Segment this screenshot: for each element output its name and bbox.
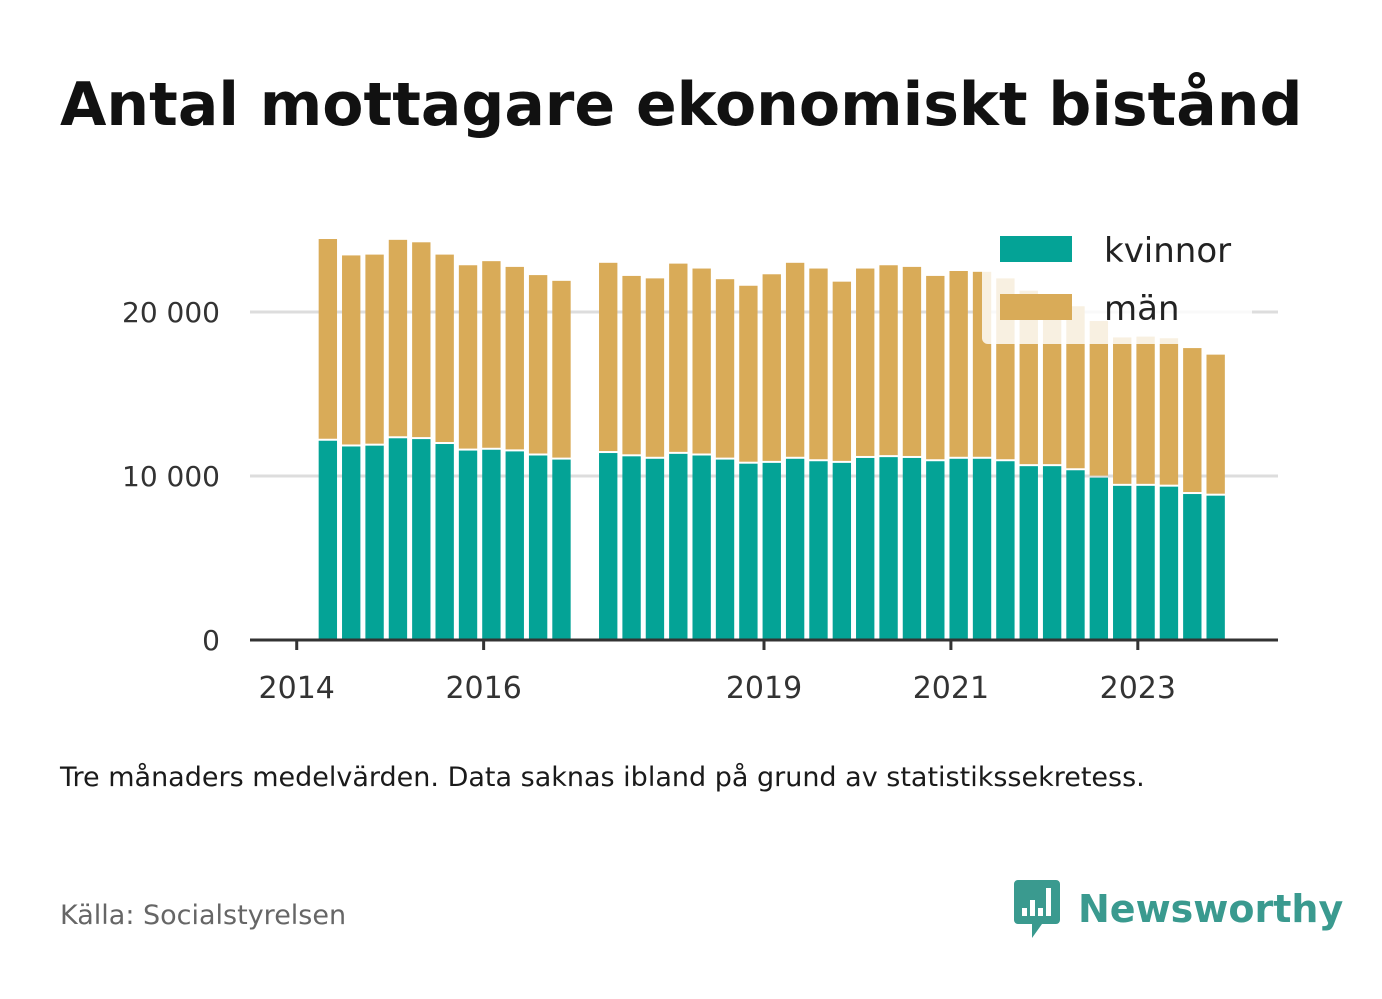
legend-label: kvinnor	[1104, 231, 1231, 271]
bar-kvinnor	[762, 462, 781, 640]
chart: 0 10 000 20 000 2014 2016 2019 2021 2023 kvinno…	[122, 222, 1278, 706]
bar-man	[342, 255, 361, 445]
bar-man	[1183, 348, 1202, 493]
brand-name: Newsworthy	[1078, 887, 1344, 931]
bar-kvinnor	[902, 457, 922, 640]
bar-man	[458, 265, 478, 449]
bar-man	[622, 275, 641, 455]
bar-kvinnor	[856, 457, 875, 640]
axes: 0 10 000 20 000 2014 2016 2019 2021 2023	[122, 296, 1278, 706]
legend-swatch	[1000, 294, 1072, 320]
bar-man	[1042, 308, 1062, 465]
bar-kvinnor	[505, 451, 524, 640]
y-tick-label: 20 000	[122, 296, 220, 329]
bar-man	[505, 266, 524, 450]
page-title: Antal mottagare ekonomiskt bistånd	[60, 70, 1303, 140]
x-tick-label: 2023	[1100, 671, 1176, 706]
bar-kvinnor	[435, 444, 454, 640]
bar-kvinnor	[412, 439, 431, 640]
bar-kvinnor	[1206, 495, 1225, 640]
bar-man	[645, 278, 665, 457]
bar-man	[1066, 306, 1085, 469]
bar-kvinnor	[669, 453, 688, 640]
bar-kvinnor	[458, 450, 478, 640]
bar-man	[435, 254, 454, 443]
bar-kvinnor	[552, 459, 571, 640]
bar-man	[739, 285, 758, 462]
bar-man	[388, 239, 408, 437]
bar-kvinnor	[1113, 485, 1132, 640]
bar-man	[365, 254, 384, 444]
bar-kvinnor	[645, 458, 665, 640]
bar-man	[482, 261, 501, 448]
bar-man	[1206, 354, 1225, 494]
bar-kvinnor	[388, 438, 408, 640]
y-tick-label: 10 000	[122, 460, 220, 493]
bar-kvinnor	[1136, 485, 1155, 640]
bar-kvinnor	[832, 462, 852, 640]
bar-kvinnor	[1042, 466, 1062, 640]
x-tick-label: 2014	[259, 671, 335, 706]
bar-kvinnor	[318, 440, 338, 640]
bar-kvinnor	[926, 461, 945, 640]
source-text: Källa: Socialstyrelsen	[60, 900, 347, 931]
bar-kvinnor	[1019, 466, 1038, 640]
legend-label: män	[1104, 289, 1180, 329]
bar-man	[926, 275, 945, 460]
bar-man	[809, 268, 828, 460]
bar-kvinnor	[785, 458, 805, 640]
bar-kvinnor	[809, 461, 828, 640]
bar-man	[949, 271, 968, 457]
chart-note: Tre månaders medelvärden. Data saknas ib…	[60, 762, 1145, 793]
bar-kvinnor	[739, 463, 758, 640]
bar-kvinnor	[949, 458, 968, 640]
bar-man	[552, 280, 571, 458]
bar-kvinnor	[365, 445, 384, 640]
bar-man	[412, 242, 431, 438]
bar-kvinnor	[996, 461, 1015, 640]
legend: kvinnor män	[982, 222, 1252, 344]
x-tick-label: 2019	[726, 671, 802, 706]
brand: Newsworthy	[1012, 878, 1343, 940]
newsworthy-logo-icon	[1014, 880, 1060, 938]
bar-man	[1159, 338, 1179, 485]
bar-man	[879, 265, 898, 456]
bar-man	[318, 239, 338, 439]
bar-man	[856, 268, 875, 456]
bar-kvinnor	[715, 459, 735, 640]
bar-man	[692, 268, 711, 454]
bar-kvinnor	[1066, 470, 1085, 640]
bar-man	[599, 262, 618, 452]
bar-kvinnor	[528, 455, 548, 640]
bar-man	[1136, 336, 1155, 484]
bar-kvinnor	[879, 457, 898, 640]
x-tick-label: 2016	[445, 671, 521, 706]
legend-swatch	[1000, 236, 1072, 262]
bar-man	[762, 274, 781, 461]
bars	[318, 239, 1225, 640]
bar-kvinnor	[1159, 486, 1179, 640]
bar-man	[785, 262, 805, 457]
bar-kvinnor	[599, 453, 618, 640]
bar-kvinnor	[1089, 477, 1109, 640]
bar-kvinnor	[692, 455, 711, 640]
bar-man	[902, 266, 922, 456]
bar-kvinnor	[482, 449, 501, 640]
bar-man	[832, 281, 852, 461]
x-tick-label: 2021	[913, 671, 989, 706]
bar-man	[669, 263, 688, 452]
bar-man	[1089, 321, 1109, 476]
bar-kvinnor	[622, 456, 641, 640]
bar-kvinnor	[972, 458, 992, 640]
bar-kvinnor	[1183, 494, 1202, 640]
bar-man	[1113, 337, 1132, 484]
bar-man	[528, 275, 548, 454]
bar-kvinnor	[342, 446, 361, 640]
y-tick-label: 0	[202, 624, 220, 657]
bar-man	[715, 279, 735, 458]
